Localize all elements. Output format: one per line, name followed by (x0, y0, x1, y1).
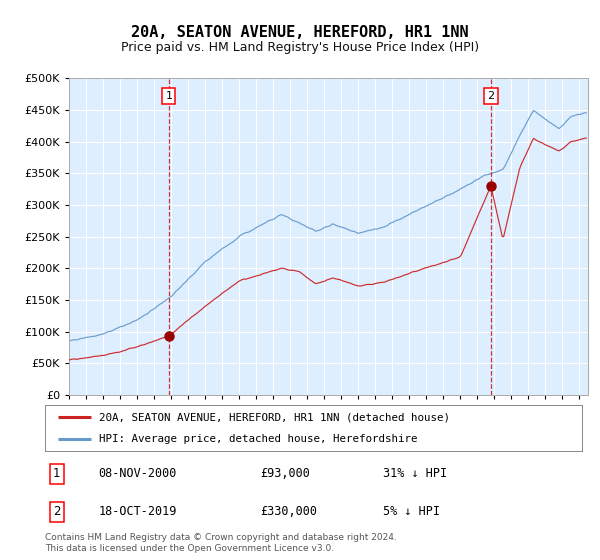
Text: 08-NOV-2000: 08-NOV-2000 (98, 468, 177, 480)
Text: 5% ↓ HPI: 5% ↓ HPI (383, 505, 440, 518)
Text: 20A, SEATON AVENUE, HEREFORD, HR1 1NN: 20A, SEATON AVENUE, HEREFORD, HR1 1NN (131, 25, 469, 40)
Text: 1: 1 (53, 468, 61, 480)
Text: 2: 2 (53, 505, 61, 518)
Text: 1: 1 (166, 91, 172, 101)
Text: 20A, SEATON AVENUE, HEREFORD, HR1 1NN (detached house): 20A, SEATON AVENUE, HEREFORD, HR1 1NN (d… (98, 412, 450, 422)
Text: 2: 2 (487, 91, 494, 101)
Text: £330,000: £330,000 (260, 505, 317, 518)
Text: HPI: Average price, detached house, Herefordshire: HPI: Average price, detached house, Here… (98, 435, 417, 444)
Text: Price paid vs. HM Land Registry's House Price Index (HPI): Price paid vs. HM Land Registry's House … (121, 41, 479, 54)
Text: 31% ↓ HPI: 31% ↓ HPI (383, 468, 448, 480)
Text: 18-OCT-2019: 18-OCT-2019 (98, 505, 177, 518)
Text: Contains HM Land Registry data © Crown copyright and database right 2024.
This d: Contains HM Land Registry data © Crown c… (45, 533, 397, 553)
Text: £93,000: £93,000 (260, 468, 310, 480)
